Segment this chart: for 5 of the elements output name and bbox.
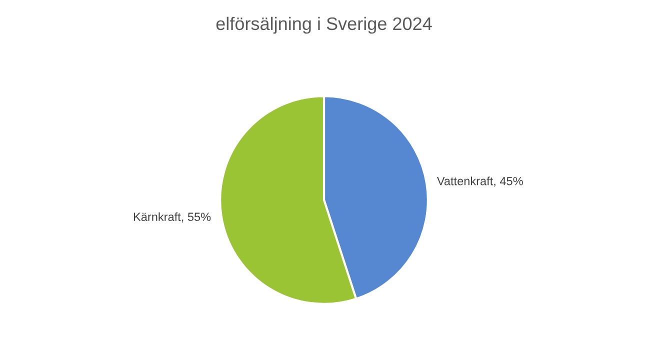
data-label: , 55% [182, 212, 211, 222]
slice-label: Vattenkraft [436, 176, 494, 186]
slice-label: Kärnkraft [134, 212, 181, 222]
data-label: , 45% [494, 176, 523, 187]
chart-title: elförsäljning i Sverige 2024 [216, 16, 432, 34]
